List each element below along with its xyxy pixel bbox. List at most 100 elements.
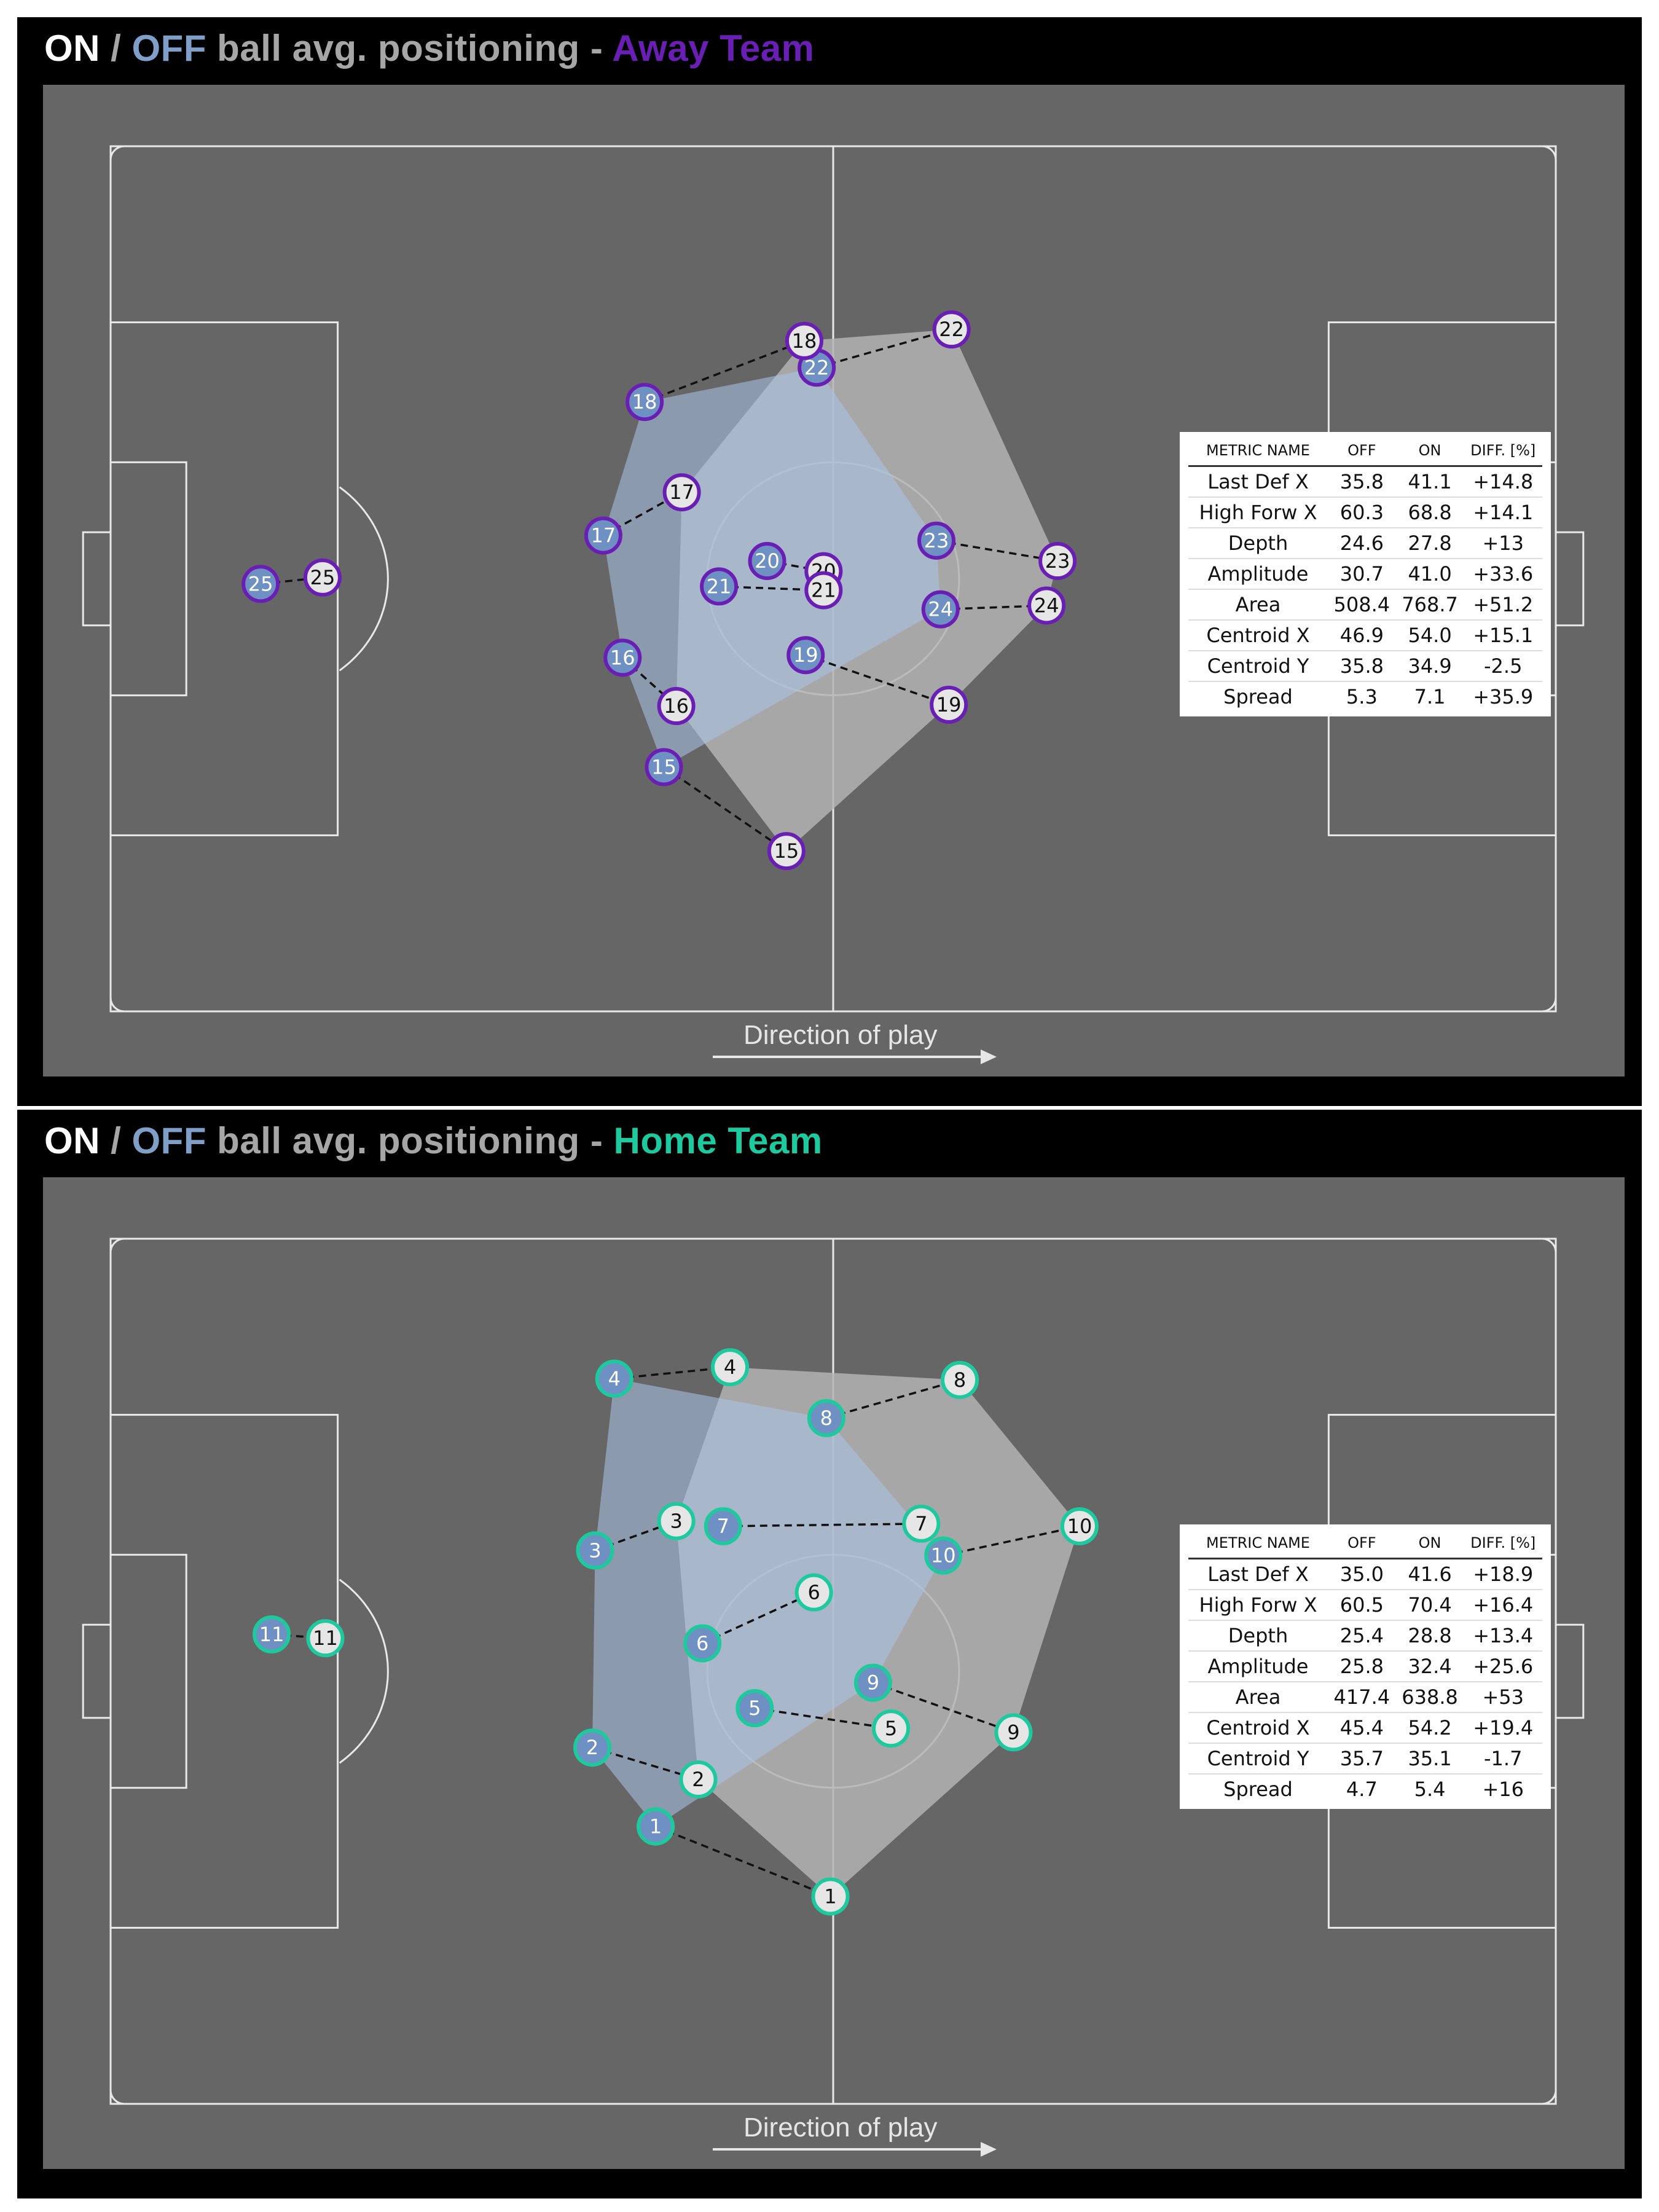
metrics-cell: 5.3 [1346, 685, 1378, 708]
on-player-21-label: 21 [811, 579, 836, 602]
on-player-19-marker: 19 [930, 685, 968, 724]
metrics-cell: 68.8 [1395, 497, 1464, 528]
player-markers: 1516171819202122232425151617181920212223… [241, 310, 1077, 871]
title-off-label: OFF [131, 1120, 206, 1161]
direction-arrow [713, 2142, 997, 2157]
metrics-cell: Depth [1188, 528, 1328, 559]
off-player-3-label: 3 [589, 1539, 601, 1562]
on-player-9-marker: 9 [994, 1713, 1033, 1752]
left-goal [82, 1623, 112, 1719]
off-player-15-marker: 15 [645, 748, 683, 786]
metrics-cell: 7.1 [1414, 685, 1446, 708]
metrics-cell: High Forw X [1188, 497, 1328, 528]
title-middle-text: ball avg. positioning - [206, 28, 613, 69]
metrics-row: High Forw X 60.5 70.4 +16.4 [1188, 1590, 1542, 1621]
on-player-15-label: 15 [774, 839, 799, 863]
player-10-connector [943, 1525, 1080, 1557]
player-7-connector [723, 1523, 922, 1528]
on-player-4-marker: 4 [711, 1348, 749, 1387]
title-team-name: Home Team [613, 1120, 823, 1161]
off-player-9-label: 9 [867, 1671, 879, 1695]
metrics-header-row: METRIC NAME OFF ON DIFF. [%] [1188, 1531, 1542, 1559]
metrics-cell: Centroid Y [1188, 1743, 1328, 1775]
title-team-name: Away Team [612, 28, 815, 69]
player-23-connector [936, 539, 1058, 562]
on-player-25-marker: 25 [303, 558, 342, 597]
off-player-17-point [584, 516, 622, 555]
metrics-row: Centroid Y 35.7 35.1 -1.7 [1188, 1743, 1542, 1775]
metrics-cell: 25.4 [1327, 1620, 1396, 1652]
metrics-row: Depth 25.4 28.8 +13.4 [1188, 1620, 1542, 1652]
on-player-7-marker: 7 [902, 1504, 941, 1543]
on-player-10-label: 10 [1067, 1515, 1092, 1538]
on-player-8-marker: 8 [941, 1360, 979, 1399]
off-player-5-marker: 5 [735, 1689, 774, 1728]
off-player-23-marker: 23 [917, 521, 955, 560]
on-player-15-point [767, 832, 806, 871]
metrics-cell: 27.8 [1395, 528, 1464, 559]
metrics-cell: 35.8 [1327, 466, 1396, 498]
metrics-cell: 768.7 [1395, 589, 1464, 621]
away-team-panel: ON / OFF ball avg. positioning - Away Te… [17, 17, 1642, 1106]
off-player-15-label: 15 [651, 755, 677, 779]
off-player-7-point [704, 1507, 742, 1545]
player-5-connector [755, 1707, 892, 1730]
metrics-cell: 60.5 [1327, 1590, 1396, 1621]
on-player-24-point [1027, 586, 1066, 625]
metrics-header-cell: METRIC NAME [1188, 438, 1328, 467]
corner-arc [1542, 2090, 1557, 2105]
off-player-6-label: 6 [696, 1631, 708, 1655]
on-player-15-marker: 15 [767, 832, 806, 871]
on-player-25-label: 25 [310, 566, 335, 589]
off-player-22-label: 22 [804, 356, 830, 379]
metrics-cell: 46.9 [1327, 620, 1396, 651]
on-player-16-marker: 16 [657, 687, 696, 726]
metrics-cell: 34.9 [1395, 651, 1464, 682]
off-player-2-point [573, 1728, 611, 1767]
on-player-1-label: 1 [824, 1885, 836, 1908]
off-player-7-label: 7 [717, 1515, 729, 1538]
off-player-11-label: 11 [259, 1623, 284, 1646]
metrics-cell: Centroid X [1188, 1712, 1328, 1744]
off-player-8-label: 8 [820, 1406, 833, 1430]
off-player-20-label: 20 [755, 549, 780, 573]
metrics-cell: Area [1188, 589, 1328, 621]
on-player-7-point [902, 1504, 941, 1543]
off-player-11-point [253, 1615, 291, 1653]
on-player-18-label: 18 [792, 329, 817, 353]
player-4-connector [614, 1366, 731, 1380]
on-player-25-point [303, 558, 342, 597]
metrics-cell: +13 [1464, 528, 1542, 559]
off-player-19-marker: 19 [786, 636, 825, 675]
off-player-6-marker: 6 [683, 1624, 722, 1663]
metrics-header-cell: ON [1395, 438, 1464, 467]
off-player-24-marker: 24 [921, 590, 960, 629]
off-player-5-point [735, 1689, 774, 1728]
off-player-25-point [241, 565, 280, 603]
on-player-6-point [794, 1573, 833, 1612]
title-separator: / [100, 28, 132, 69]
on-player-21-marker: 21 [804, 571, 843, 610]
off-player-15-point [645, 748, 683, 786]
metrics-cell: 60.3 [1327, 497, 1396, 528]
on-player-8-label: 8 [954, 1368, 966, 1392]
left-penalty-arc [339, 1579, 389, 1764]
off-player-4-point [595, 1359, 633, 1398]
off-player-17-label: 17 [591, 524, 616, 547]
player-11-connector [271, 1633, 326, 1639]
off-player-21-marker: 21 [700, 567, 739, 606]
off-player-16-marker: 16 [603, 638, 642, 677]
metrics-cell: Amplitude [1188, 1651, 1328, 1682]
on-player-10-point [1060, 1507, 1099, 1545]
off-player-1-point [637, 1807, 675, 1846]
metrics-cell: Depth [1188, 1620, 1328, 1652]
metrics-cell: 4.7 [1346, 1778, 1378, 1801]
metrics-cell: +13.4 [1464, 1620, 1542, 1652]
metrics-cell: 5.4 [1414, 1778, 1446, 1801]
metrics-row: Depth 24.6 27.8 +13 [1188, 528, 1542, 559]
home-panel-title: ON / OFF ball avg. positioning - Home Te… [44, 1120, 823, 1162]
metrics-cell: +33.6 [1464, 559, 1542, 590]
metrics-cell: 35.8 [1327, 651, 1396, 682]
player-20-connector [767, 560, 824, 573]
